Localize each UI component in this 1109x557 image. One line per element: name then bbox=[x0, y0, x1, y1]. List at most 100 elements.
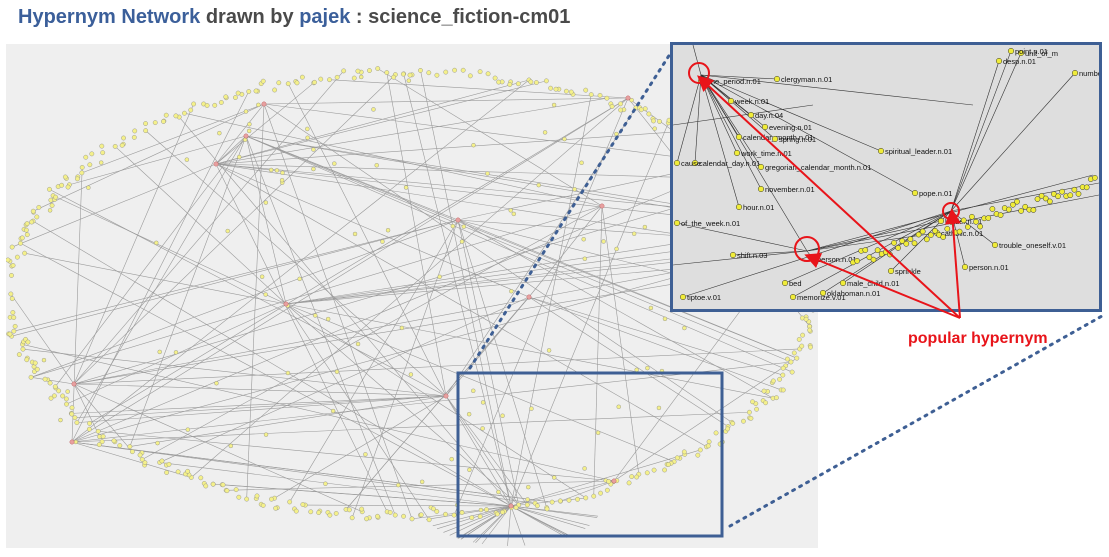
zoom-node bbox=[891, 240, 897, 246]
network-node bbox=[614, 131, 619, 137]
zoom-node bbox=[1059, 188, 1065, 195]
hub-node bbox=[526, 294, 532, 300]
network-node bbox=[674, 455, 680, 461]
network-edge bbox=[263, 103, 413, 519]
network-node bbox=[236, 494, 242, 500]
network-edge bbox=[71, 91, 250, 443]
network-node bbox=[606, 479, 612, 484]
network-node bbox=[56, 388, 62, 394]
zoom-node bbox=[1038, 193, 1045, 199]
network-node bbox=[403, 185, 409, 190]
network-edge bbox=[20, 243, 512, 507]
network-node bbox=[96, 442, 102, 448]
network-node bbox=[785, 356, 790, 362]
network-edge bbox=[73, 383, 100, 437]
network-node bbox=[426, 70, 432, 76]
zoom-node-label: bed bbox=[789, 279, 802, 288]
network-node bbox=[437, 274, 442, 280]
network-node bbox=[646, 111, 652, 117]
zoom-node bbox=[781, 279, 789, 287]
network-node bbox=[747, 409, 752, 415]
zoom-node bbox=[854, 258, 860, 264]
network-node bbox=[609, 104, 615, 109]
network-node bbox=[582, 256, 588, 261]
network-node bbox=[166, 461, 172, 467]
network-node bbox=[79, 165, 85, 170]
network-node bbox=[285, 81, 291, 87]
network-node bbox=[789, 369, 795, 375]
zoom-edge bbox=[692, 45, 702, 76]
network-node bbox=[311, 166, 316, 172]
network-node bbox=[431, 506, 436, 512]
network-node bbox=[47, 186, 52, 192]
zoom-node-label: spring.n.01 bbox=[779, 135, 816, 144]
network-node bbox=[173, 113, 179, 119]
network-node bbox=[99, 143, 105, 149]
zoom-node-label: male_child.n.01 bbox=[847, 279, 900, 288]
network-node bbox=[119, 142, 125, 148]
network-edge bbox=[76, 395, 447, 423]
network-node bbox=[131, 134, 137, 140]
network-node bbox=[546, 348, 552, 353]
network-node bbox=[614, 246, 619, 252]
hub-node bbox=[71, 381, 77, 387]
network-node bbox=[233, 487, 239, 493]
network-node bbox=[87, 420, 92, 426]
network-node bbox=[529, 406, 534, 411]
network-edge bbox=[377, 68, 603, 207]
network-node bbox=[159, 458, 165, 464]
network-node bbox=[648, 305, 654, 311]
network-node bbox=[243, 109, 249, 114]
network-node bbox=[478, 507, 484, 513]
network-node bbox=[618, 107, 624, 113]
zoom-node-label: unit_of_m bbox=[1025, 49, 1058, 58]
network-node bbox=[25, 339, 31, 345]
network-node bbox=[185, 468, 191, 474]
network-node bbox=[246, 128, 252, 134]
zoom-node-label: desp.n.01 bbox=[1003, 57, 1036, 66]
network-node bbox=[665, 462, 671, 467]
network-edge bbox=[453, 97, 629, 516]
network-node bbox=[163, 112, 169, 118]
network-node bbox=[631, 231, 637, 236]
zoom-node-label: point.n.01 bbox=[1015, 47, 1048, 56]
network-edge bbox=[560, 480, 615, 502]
network-node bbox=[695, 452, 701, 458]
zoom-node bbox=[985, 215, 992, 221]
network-node bbox=[651, 118, 656, 124]
network-node bbox=[19, 235, 25, 241]
network-node bbox=[332, 161, 337, 166]
network-node bbox=[568, 89, 574, 95]
network-node bbox=[272, 87, 278, 93]
network-node bbox=[449, 456, 454, 462]
zoom-node bbox=[1042, 195, 1049, 202]
zoom-node bbox=[679, 293, 687, 301]
network-edge bbox=[263, 97, 629, 105]
network-node bbox=[434, 72, 440, 78]
network-edge bbox=[445, 395, 528, 506]
network-node bbox=[276, 80, 282, 86]
network-node bbox=[513, 505, 519, 510]
network-node bbox=[754, 406, 759, 412]
network-node bbox=[65, 389, 70, 394]
network-edge bbox=[510, 480, 615, 507]
network-node bbox=[807, 327, 813, 333]
network-node bbox=[269, 496, 274, 502]
zoom-node bbox=[874, 247, 881, 254]
network-node bbox=[217, 130, 222, 136]
network-node bbox=[406, 78, 411, 83]
network-node bbox=[143, 128, 149, 134]
network-node bbox=[155, 440, 160, 446]
network-node bbox=[75, 176, 80, 182]
zoom-node bbox=[1083, 184, 1090, 191]
network-node bbox=[471, 143, 476, 148]
network-node bbox=[346, 507, 352, 513]
zoom-node-label: tiptoe.v.01 bbox=[687, 293, 721, 302]
network-node bbox=[182, 110, 187, 116]
network-node bbox=[788, 359, 794, 365]
zoom-node-label: week.n.01 bbox=[734, 97, 769, 106]
network-edge bbox=[215, 163, 388, 512]
network-edge bbox=[507, 505, 512, 546]
title-drawn-by: drawn by bbox=[200, 6, 300, 28]
network-node bbox=[299, 74, 305, 80]
